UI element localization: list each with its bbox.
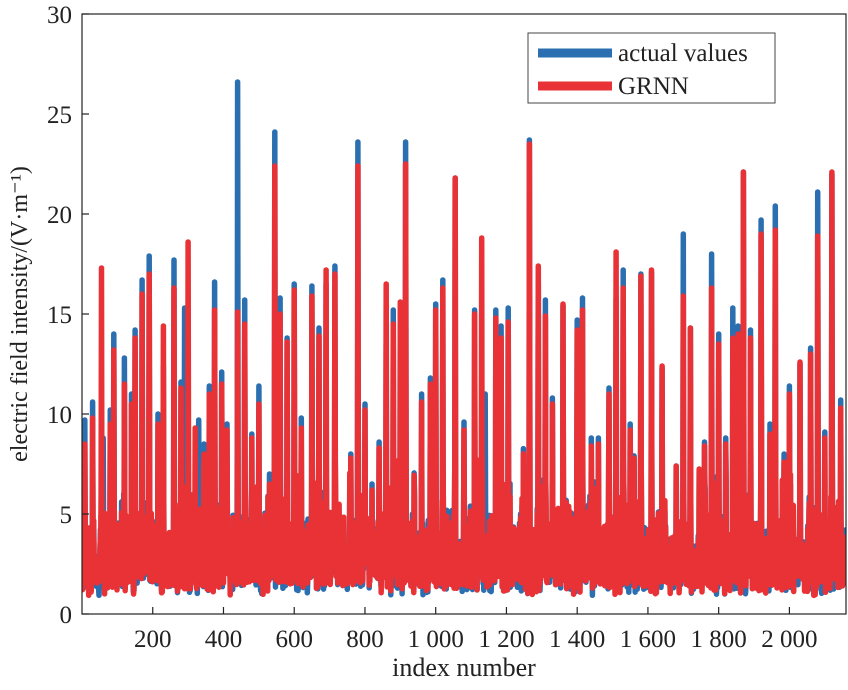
x-tick-label: 800 bbox=[346, 626, 384, 653]
x-tick-label: 1 800 bbox=[691, 626, 747, 653]
x-tick-label: 1 600 bbox=[620, 626, 676, 653]
legend: actual values GRNN bbox=[527, 32, 776, 104]
y-tick-label: 15 bbox=[47, 302, 72, 329]
legend-label-grnn: GRNN bbox=[618, 73, 689, 100]
x-tick-label: 200 bbox=[134, 626, 172, 653]
x-tick-label: 1 200 bbox=[478, 626, 534, 653]
x-tick-label: 600 bbox=[275, 626, 313, 653]
series-line-grnn bbox=[82, 141, 846, 599]
legend-label-actual: actual values bbox=[618, 40, 748, 67]
legend-box bbox=[527, 32, 776, 104]
y-tick-label: 0 bbox=[60, 602, 73, 629]
x-tick-label: 1 000 bbox=[408, 626, 464, 653]
series-layer bbox=[82, 79, 846, 599]
y-tick-label: 25 bbox=[47, 102, 72, 129]
x-tick-label: 2 000 bbox=[761, 626, 817, 653]
x-tick-label: 400 bbox=[205, 626, 243, 653]
y-tick-label: 30 bbox=[47, 2, 72, 29]
y-tick-label: 10 bbox=[47, 402, 72, 429]
y-tick-label: 20 bbox=[47, 202, 72, 229]
x-axis-label: index number bbox=[392, 653, 536, 682]
x-tick-label: 1 400 bbox=[549, 626, 605, 653]
y-axis-label: electric field intensity/(V·m⁻¹) bbox=[7, 166, 33, 462]
y-tick-label: 5 bbox=[60, 502, 73, 529]
ticks-layer: 200 400 600 800 1 000 1 200 1 400 1 600 1 800 2 0… bbox=[47, 2, 818, 653]
